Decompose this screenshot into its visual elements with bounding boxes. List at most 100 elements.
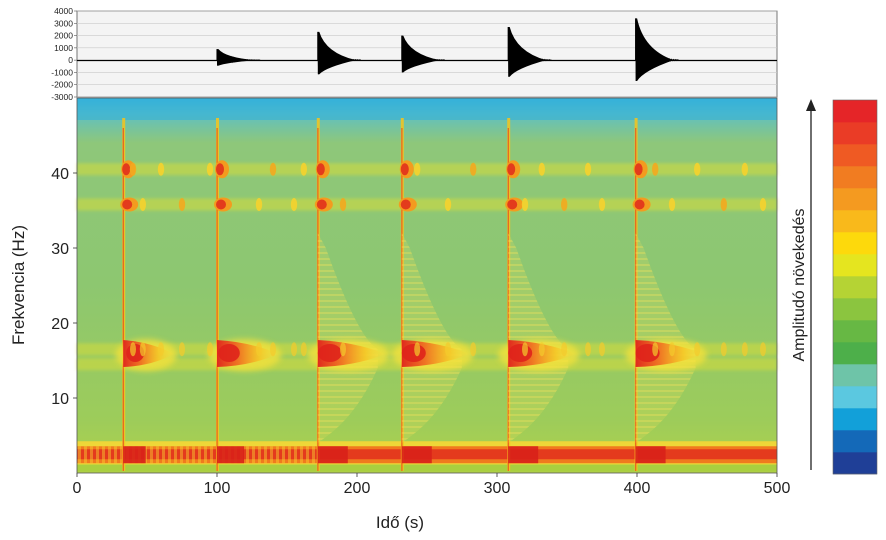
waveform-burst [216, 49, 261, 66]
y-tick-label: 30 [51, 241, 69, 258]
colorbar-cell [833, 408, 877, 431]
spectral-spot [206, 162, 214, 176]
x-tick-label: 500 [764, 480, 791, 497]
spectral-spot [207, 342, 213, 357]
y-tick-label: 10 [51, 391, 69, 408]
spectral-spot [300, 342, 307, 357]
waveform-panel: 4000 3000 2000 1000 0 -1000 -2000 -3000 [51, 6, 778, 102]
spectral-spot [585, 342, 591, 357]
spectral-spot [652, 162, 659, 176]
colorbar-cell [833, 210, 877, 233]
spectral-spot [599, 342, 605, 357]
seismic-event [307, 118, 390, 471]
colorbar-cell [833, 144, 877, 167]
spectral-spot [414, 162, 421, 176]
spectral-spot [470, 162, 477, 176]
band-low-texture [77, 446, 318, 464]
x-axis-label: Idő (s) [376, 513, 424, 532]
x-tick-label: 300 [484, 480, 511, 497]
spectral-spot [158, 342, 164, 357]
seismic-event [625, 118, 707, 471]
colorbar-cell [833, 430, 877, 453]
spectral-spot [445, 342, 451, 357]
spectral-spot [340, 342, 346, 357]
spectral-spot [720, 198, 727, 211]
spectral-spot [290, 198, 298, 211]
spectral-spot [760, 342, 766, 357]
colorbar-cell [833, 232, 877, 255]
colorbar: Amplitudó növekedés [791, 99, 878, 475]
spectral-spot [720, 342, 727, 357]
colorbar-cell [833, 188, 877, 211]
spectral-spot [561, 342, 568, 357]
colorbar-cell [833, 100, 877, 123]
spectral-spot [178, 198, 186, 211]
spectral-spot [270, 342, 276, 357]
waveform-y-ticks: 4000 3000 2000 1000 0 -1000 -2000 -3000 [51, 6, 77, 102]
waveform-tick-label: -3000 [51, 92, 73, 102]
spectral-spot [444, 198, 452, 211]
spectral-spot [339, 198, 347, 211]
band-harmonic [77, 163, 777, 176]
spectral-spot [652, 342, 659, 357]
spectral-spot [522, 342, 528, 357]
spectral-spot [291, 342, 297, 357]
spectral-spot [139, 342, 146, 357]
waveform-frame [76, 10, 778, 98]
spectral-spot [300, 162, 307, 176]
spectrogram-frame [76, 97, 778, 474]
waveform-bursts [216, 18, 680, 82]
seismic-events [115, 118, 767, 471]
waveform-burst [507, 26, 552, 77]
spectral-spot [414, 342, 421, 357]
spectrogram-y-ticks: 10 20 30 40 [51, 166, 77, 408]
spectral-spot [741, 342, 748, 357]
spectral-spot [694, 342, 701, 357]
colorbar-cell [833, 254, 877, 277]
spectral-spot [759, 198, 767, 211]
amplitude-arrow-head [806, 99, 816, 111]
spectral-spot [694, 162, 701, 176]
seismic-event [207, 118, 282, 471]
colorbar-cells [833, 100, 877, 475]
spectral-spot [668, 198, 676, 211]
seismic-event [391, 118, 474, 471]
x-tick-label: 0 [73, 480, 82, 497]
colorbar-cell [833, 298, 877, 321]
spectral-spot [157, 162, 165, 176]
colorbar-frame [832, 99, 878, 475]
colorbar-cell [833, 342, 877, 365]
spectral-spot [669, 342, 675, 357]
spectral-spot [130, 342, 136, 357]
waveform-tick-label: -1000 [51, 67, 73, 77]
colorbar-cell [833, 166, 877, 189]
spectral-spot [470, 342, 477, 357]
spectral-spot [561, 198, 568, 211]
spectral-spot [538, 342, 545, 357]
waveform-burst [635, 18, 680, 82]
spectrogram-noise-top [77, 98, 777, 120]
colorbar-cell [833, 364, 877, 387]
spectral-spot [741, 162, 748, 176]
colorbar-cell [833, 122, 877, 145]
y-axis-label: Frekvencia (Hz) [9, 225, 28, 345]
y-tick-label: 20 [51, 316, 69, 333]
waveform-tick-label: 1000 [54, 43, 73, 53]
x-tick-label: 200 [344, 480, 371, 497]
spectral-spot [538, 162, 545, 176]
spectral-spot [179, 342, 185, 357]
spectral-spot [521, 198, 529, 211]
spectral-spot [584, 162, 592, 176]
spectrogram-x-ticks: 0 100 200 300 400 500 [73, 473, 791, 497]
y-tick-label: 40 [51, 166, 69, 183]
colorbar-cell [833, 320, 877, 343]
colorbar-label: Amplitudó növekedés [791, 209, 808, 362]
waveform-burst [401, 35, 446, 73]
seismic-event [498, 118, 580, 471]
waveform-tick-label: 4000 [54, 6, 73, 16]
spectrogram-panel: 10 20 30 40 0 100 200 300 400 500 Frekvencia (Hz… [9, 97, 791, 532]
spectral-spot [256, 342, 262, 357]
colorbar-cell [833, 452, 877, 475]
spectral-spot [129, 162, 137, 176]
